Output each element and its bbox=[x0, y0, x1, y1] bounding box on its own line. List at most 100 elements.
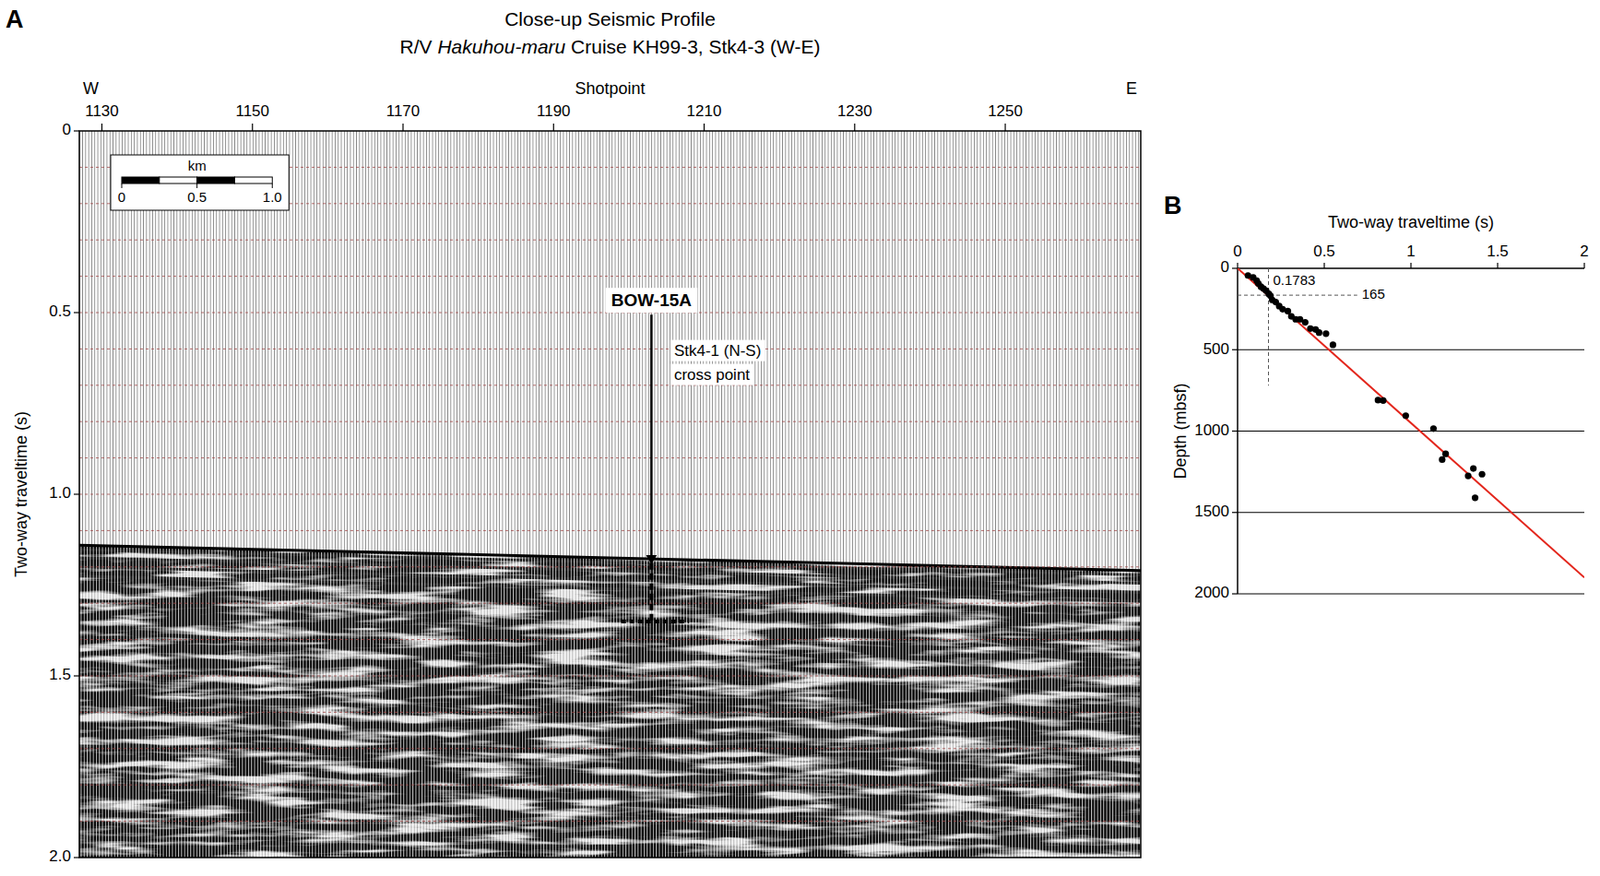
scale-bar-label: 0.5 bbox=[187, 189, 207, 205]
y-tick-label: 1.5 bbox=[48, 665, 72, 684]
x-tick bbox=[1410, 262, 1411, 269]
scale-bar-tick bbox=[272, 183, 273, 189]
data-point bbox=[1471, 494, 1479, 501]
x-tick bbox=[251, 123, 253, 131]
x-tick bbox=[1323, 262, 1325, 269]
data-point bbox=[1329, 341, 1337, 348]
scale-bar-title: km bbox=[188, 157, 207, 174]
y-tick-label: 0 bbox=[1220, 258, 1230, 276]
y-tick-label: 0.5 bbox=[48, 302, 72, 320]
scale-bar-segment bbox=[234, 177, 273, 184]
scale-bar-box bbox=[110, 154, 289, 211]
x-tick-label: 1 bbox=[1406, 242, 1415, 261]
y-tick bbox=[73, 311, 80, 313]
x-tick-label: 1.5 bbox=[1486, 242, 1509, 261]
grid-line bbox=[79, 639, 1141, 640]
cross-point-label: Stk4-1 (N-S) bbox=[674, 342, 761, 360]
x-tick-label: 1150 bbox=[235, 102, 270, 120]
y-tick-label: 2.0 bbox=[48, 847, 72, 866]
y-tick bbox=[1232, 267, 1238, 269]
x-tick bbox=[101, 123, 103, 131]
scale-bar-label: 0 bbox=[118, 189, 126, 205]
grid-line bbox=[79, 711, 1141, 713]
plot-a bbox=[79, 130, 1141, 858]
x-tick-label: 1250 bbox=[987, 102, 1023, 120]
data-point bbox=[1302, 319, 1309, 326]
x-tick-label: 1230 bbox=[837, 102, 873, 120]
y-axis-title: Depth (mbsf) bbox=[1171, 382, 1190, 479]
label-patch bbox=[670, 364, 754, 386]
panel-letter: B bbox=[1163, 191, 1183, 220]
x-end-label: W bbox=[82, 79, 99, 98]
scale-bar: km 0 0.5 1.0 bbox=[110, 154, 289, 211]
reference-label: 0.1783 bbox=[1273, 272, 1316, 288]
y-tick bbox=[73, 493, 80, 495]
y-tick bbox=[1232, 349, 1238, 351]
grid-line bbox=[1237, 593, 1585, 595]
grid-line bbox=[79, 675, 1141, 677]
x-tick-label: 1170 bbox=[386, 102, 421, 120]
y-tick bbox=[1232, 511, 1238, 513]
plot-frame bbox=[79, 130, 1141, 858]
x-tick-label: 1130 bbox=[84, 102, 119, 120]
well-arrow bbox=[650, 314, 653, 564]
x-tick-label: 1210 bbox=[687, 102, 723, 120]
y-tick-label: 0 bbox=[62, 120, 72, 139]
reference-line bbox=[1268, 268, 1269, 386]
grid-line bbox=[79, 239, 1141, 241]
scale-bar-segment bbox=[159, 177, 198, 184]
grid-line bbox=[79, 530, 1141, 532]
x-tick-label: 0.5 bbox=[1313, 242, 1336, 261]
grid-line bbox=[79, 820, 1141, 822]
y-tick-label: 1500 bbox=[1194, 502, 1230, 521]
x-tick bbox=[853, 123, 855, 131]
grid-line bbox=[1237, 511, 1585, 513]
y-tick bbox=[73, 130, 80, 131]
grid-line bbox=[79, 494, 1141, 496]
y-tick-label: 1.0 bbox=[48, 484, 72, 502]
x-tick bbox=[1496, 262, 1498, 269]
grid-line bbox=[79, 275, 1141, 277]
grid-line bbox=[79, 566, 1141, 568]
cross-point-label: cross point bbox=[674, 366, 750, 384]
data-point bbox=[1469, 464, 1477, 472]
plot-background bbox=[79, 130, 1141, 858]
y-tick-label: 1000 bbox=[1194, 421, 1230, 439]
x-tick bbox=[1236, 262, 1238, 269]
grid-line bbox=[79, 747, 1141, 749]
scale-bar-segment bbox=[121, 177, 160, 184]
data-point bbox=[1402, 412, 1410, 419]
well-path bbox=[649, 563, 653, 622]
subtitle-part: Cruise KH99-3, Stk4-3 (W-E) bbox=[565, 35, 820, 58]
reference-label: 165 bbox=[1362, 285, 1386, 302]
y-tick bbox=[1232, 592, 1238, 594]
y-tick-label: 500 bbox=[1203, 340, 1230, 358]
data-point bbox=[1315, 329, 1323, 336]
data-point bbox=[1438, 456, 1446, 463]
y-tick-label: 2000 bbox=[1194, 583, 1230, 602]
scale-bar-label: 1.0 bbox=[262, 189, 283, 205]
grid-line bbox=[79, 384, 1141, 386]
title: Close-up Seismic Profile bbox=[504, 8, 716, 30]
x-tick-label: 1190 bbox=[536, 102, 571, 120]
x-tick-label: 2 bbox=[1579, 242, 1589, 261]
x-tick bbox=[553, 123, 555, 131]
x-tick bbox=[402, 123, 403, 131]
seafloor bbox=[79, 545, 1141, 571]
label-patch bbox=[1360, 284, 1387, 303]
subtitle: R/V Hakuhou-maru Cruise KH99-3, Stk4-3 (… bbox=[400, 35, 821, 58]
y-axis-title: Two-way traveltime (s) bbox=[11, 411, 31, 578]
x-tick bbox=[1583, 262, 1585, 269]
data-point bbox=[1322, 330, 1329, 337]
label-patch bbox=[670, 340, 765, 362]
y-tick bbox=[73, 675, 80, 676]
fit-line bbox=[1237, 268, 1585, 578]
data-point bbox=[1442, 450, 1449, 458]
x-tick-label: 0 bbox=[1232, 242, 1242, 261]
scale-bar-segment bbox=[197, 177, 236, 184]
y-tick bbox=[73, 856, 80, 858]
data-point bbox=[1430, 425, 1437, 432]
plot-b bbox=[1237, 268, 1585, 578]
scale-bar-tick bbox=[121, 183, 123, 189]
label-patch bbox=[1271, 271, 1318, 289]
